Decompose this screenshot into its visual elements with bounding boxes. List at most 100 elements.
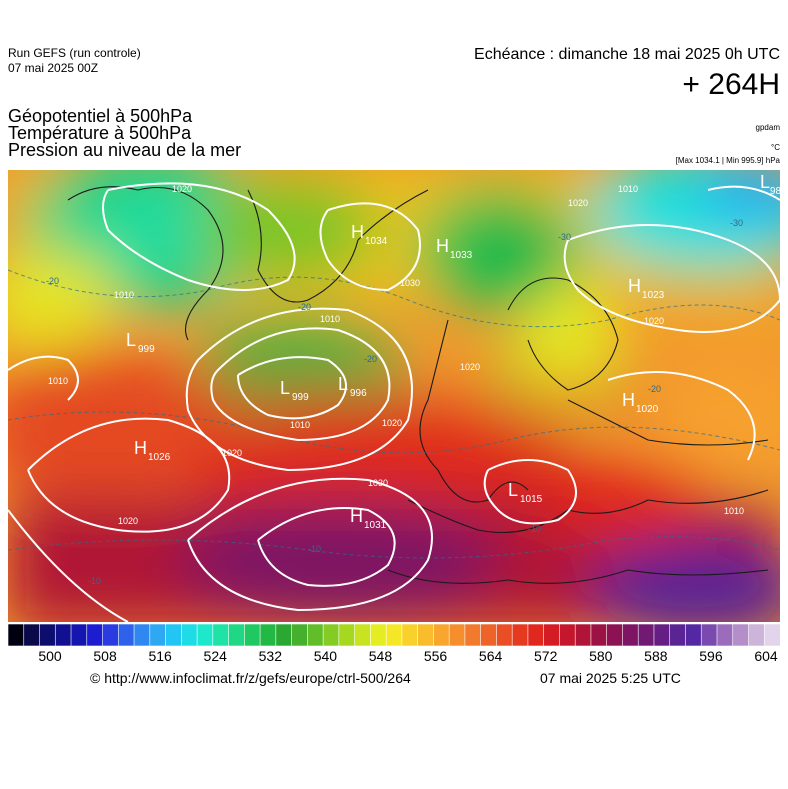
color-scale-tick: 532 [258, 648, 282, 664]
color-scale-swatch [748, 624, 765, 646]
color-scale-swatch [543, 624, 561, 646]
high-center: H 1026 [134, 438, 171, 463]
svg-text:L: L [126, 330, 136, 350]
forecast-horizon: + 264H [682, 68, 780, 101]
color-scale-swatch [338, 624, 356, 646]
color-scale-swatch [181, 624, 198, 646]
color-scale-swatch [527, 624, 545, 646]
color-scale-swatch [133, 624, 151, 646]
svg-text:H: H [628, 276, 641, 296]
source-url: © http://www.infoclimat.fr/z/gefs/europe… [90, 670, 411, 686]
generated-timestamp: 07 mai 2025 5:25 UTC [540, 670, 681, 686]
color-scale-swatch [165, 624, 182, 646]
low-center: L 1015 [508, 480, 543, 505]
isobar-label: 1010 [618, 184, 638, 194]
pressure-centers: H 1034 H 1033 H 1023 H 1026 H 1031 H 1020 L 999… [126, 172, 780, 531]
color-scale-swatch [574, 624, 592, 646]
low-center: L 996 [338, 374, 367, 399]
isobar-label: 1010 [290, 420, 310, 430]
color-scale-swatch [196, 624, 214, 646]
coastlines [67, 186, 769, 584]
temperature-contours [8, 269, 780, 559]
color-scale-tick: 500 [38, 648, 62, 664]
pressure-max-min: [Max 1034.1 | Min 995.9] hPa [675, 156, 780, 165]
isobar-label: 1020 [568, 198, 588, 208]
field-temperature: Température à 500hPa [8, 123, 192, 143]
low-center: L 98 [760, 172, 780, 197]
svg-text:1020: 1020 [636, 404, 659, 415]
low-center: L 999 [126, 330, 155, 355]
color-scale-swatch [480, 624, 498, 646]
color-scale-swatch [448, 624, 466, 646]
svg-text:996: 996 [350, 388, 367, 399]
low-center: L 999 [280, 378, 309, 403]
run-date: 07 mai 2025 00Z [8, 61, 99, 75]
svg-text:999: 999 [292, 392, 309, 403]
color-scale-tick: 540 [313, 648, 338, 664]
isobar-label: 1020 [172, 184, 192, 194]
svg-text:1023: 1023 [642, 290, 665, 301]
svg-text:H: H [351, 222, 364, 242]
color-scale-swatch [102, 624, 119, 646]
isobar-label: 1030 [400, 278, 420, 288]
color-scale-swatch [54, 624, 72, 646]
color-scale-swatch [637, 624, 655, 646]
field-pressure: Pression au niveau de la mer [8, 140, 242, 160]
color-scale-tick: 548 [368, 648, 393, 664]
temperature-label: -30 [730, 218, 743, 228]
temperature-label: -10 [308, 544, 321, 554]
color-scale-swatch [496, 624, 513, 646]
weather-map: H 1034 H 1033 H 1023 H 1026 H 1031 H 1020 L 999… [8, 170, 780, 622]
isobar-label: 1010 [48, 376, 68, 386]
svg-text:L: L [760, 172, 770, 192]
svg-text:999: 999 [138, 344, 155, 355]
svg-text:H: H [436, 236, 449, 256]
color-scale-swatch [212, 624, 230, 646]
svg-text:1031: 1031 [364, 520, 387, 531]
color-scale-swatch [590, 624, 608, 646]
color-scale-tick: 572 [534, 648, 558, 664]
isobar-label: 1020 [222, 448, 242, 458]
color-scale-tick: 516 [148, 648, 172, 664]
color-scale-swatch [370, 624, 387, 646]
svg-text:L: L [280, 378, 290, 398]
svg-text:1034: 1034 [365, 236, 388, 247]
temperature-label: -10 [88, 576, 101, 586]
svg-text:L: L [508, 480, 518, 500]
color-scale-swatch [86, 624, 104, 646]
color-scale-swatch [653, 624, 671, 646]
high-center: H 1033 [436, 236, 473, 261]
color-scale-labels: 500 508 516 524 532 540 548 556 564 572 580 588 596 6… [8, 648, 780, 668]
color-scale-swatch [275, 624, 293, 646]
run-label: Run GEFS (run controle) 07 mai 2025 00Z [8, 46, 141, 76]
color-scale-swatch [433, 624, 450, 646]
temperature-label: -20 [298, 302, 311, 312]
forecast-valid-time: Echéance : dimanche 18 mai 2025 0h UTC [474, 46, 780, 63]
color-scale-swatch [354, 624, 371, 646]
high-center: H 1020 [622, 390, 659, 415]
svg-text:H: H [350, 506, 363, 526]
temperature-label: -20 [46, 276, 59, 286]
color-scale-tick: 580 [589, 648, 613, 664]
color-scale-swatch [511, 624, 529, 646]
svg-text:L: L [338, 374, 348, 394]
color-scale-swatch [228, 624, 245, 646]
svg-text:1015: 1015 [520, 494, 543, 505]
color-scale-swatch [322, 624, 340, 646]
color-scale-swatch [244, 624, 261, 646]
color-scale-swatch [669, 624, 687, 646]
color-scale-swatch [464, 624, 482, 646]
run-model: Run GEFS (run controle) [8, 46, 141, 60]
temperature-labels: -20 -30 -30 -20 -20 -10 -20 -10 -10 [46, 218, 743, 586]
isobar-label: 1020 [644, 316, 664, 326]
color-scale-swatch [117, 624, 135, 646]
color-scale-swatch [307, 624, 324, 646]
color-scale-swatch [732, 624, 750, 646]
svg-text:H: H [134, 438, 147, 458]
isobar-label: 1010 [724, 506, 744, 516]
color-scale-swatch [622, 624, 639, 646]
isobar-label: 1020 [118, 516, 138, 526]
isobars [8, 182, 780, 622]
color-scale-swatch [8, 624, 25, 646]
color-scale-swatch [259, 624, 277, 646]
